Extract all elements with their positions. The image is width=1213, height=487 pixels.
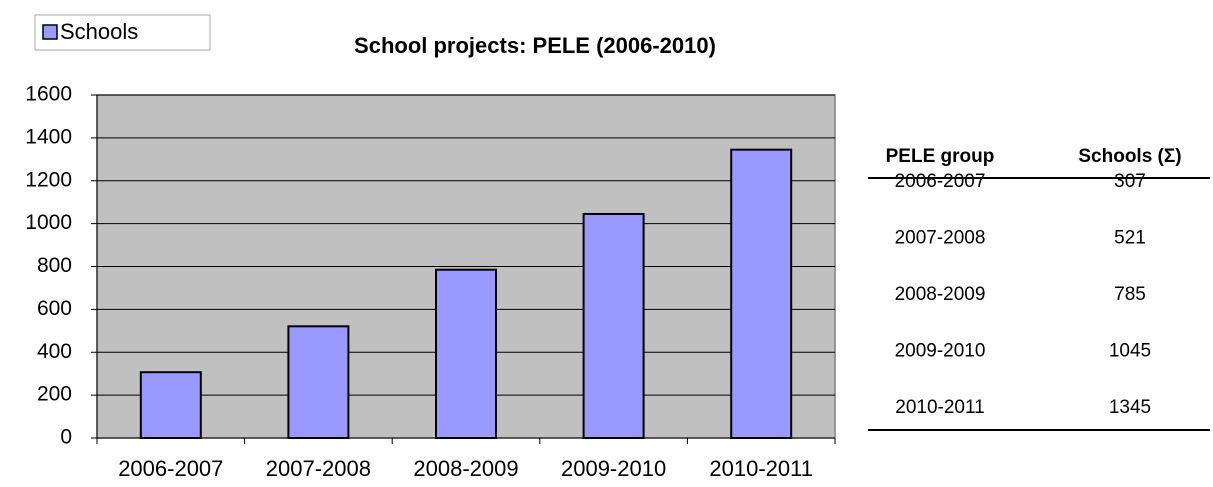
legend-label: Schools bbox=[60, 19, 138, 44]
table-cell: 307 bbox=[1114, 171, 1146, 192]
y-tick-label: 800 bbox=[37, 254, 72, 277]
y-tick-label: 1000 bbox=[25, 211, 72, 234]
table-cell: 2006-2007 bbox=[895, 171, 986, 192]
y-tick-label: 1400 bbox=[25, 125, 72, 148]
y-tick-label: 1600 bbox=[25, 83, 72, 106]
table-cell: 1045 bbox=[1109, 341, 1151, 362]
bar bbox=[287, 325, 350, 440]
legend-box bbox=[34, 14, 211, 51]
y-tick-label: 200 bbox=[37, 383, 72, 406]
table-cell: 521 bbox=[1114, 228, 1146, 249]
x-tick-label: 2009-2010 bbox=[561, 456, 666, 481]
table-cell: 1345 bbox=[1109, 397, 1151, 418]
table-cell: 785 bbox=[1114, 284, 1146, 305]
legend-swatch bbox=[42, 24, 58, 40]
x-tick-label: 2008-2009 bbox=[413, 456, 518, 481]
y-tick-label: 400 bbox=[37, 340, 72, 363]
chart-title: School projects: PELE (2006-2010) bbox=[354, 33, 716, 58]
table-cell: 2010-2011 bbox=[895, 397, 984, 418]
bar bbox=[435, 268, 497, 440]
bar bbox=[139, 371, 202, 440]
y-tick-label: 1200 bbox=[25, 168, 72, 191]
bar bbox=[730, 148, 793, 439]
table-header: Schools (Σ) bbox=[1078, 146, 1181, 167]
table-header: PELE group bbox=[886, 146, 995, 167]
bar bbox=[582, 212, 645, 439]
y-tick-label: 600 bbox=[37, 297, 72, 320]
table-cell: 2007-2008 bbox=[895, 228, 986, 249]
table-cell: 2008-2009 bbox=[895, 284, 986, 305]
x-tick-label: 2006-2007 bbox=[118, 456, 223, 481]
y-tick-label: 0 bbox=[60, 426, 72, 449]
table-cell: 2009-2010 bbox=[895, 341, 986, 362]
x-tick-label: 2007-2008 bbox=[266, 456, 371, 481]
x-tick-label: 2010-2011 bbox=[709, 456, 813, 481]
